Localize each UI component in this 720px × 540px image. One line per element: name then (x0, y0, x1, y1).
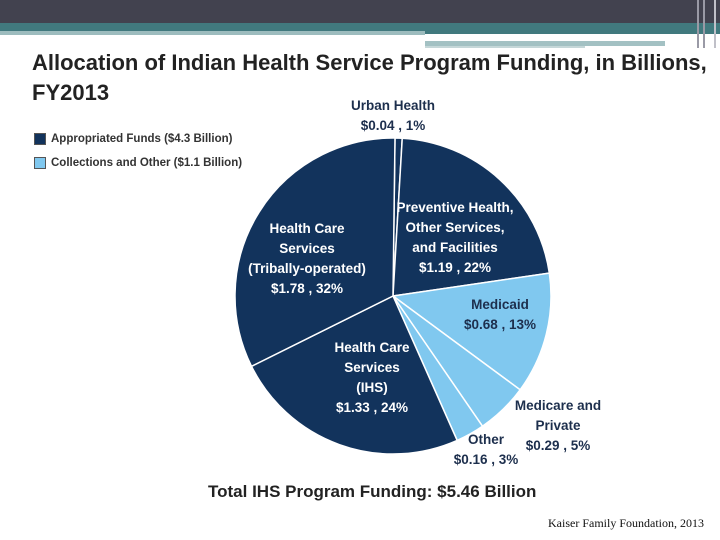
pie-slice (391, 272, 552, 391)
source-citation: Kaiser Family Foundation, 2013 (548, 516, 704, 530)
header-bar (0, 0, 720, 23)
header-stripe (425, 46, 585, 48)
label-tribal: Health Care Services (Tribally-operated)… (248, 221, 366, 296)
header-stripe (425, 41, 665, 46)
legend-item: Collections and Other ($1.1 Billion) (34, 157, 242, 169)
label-medicaid: Medicaid $0.68 , 13% (463, 297, 537, 332)
pie-slice (234, 137, 396, 368)
chart-title: Allocation of Indian Health Service Prog… (32, 50, 707, 105)
label-medicare: Medicare and Private $0.29 , 5% (514, 398, 602, 453)
header-accent-bar (0, 23, 720, 34)
legend-swatch (34, 157, 46, 169)
legend-label: Appropriated Funds ($4.3 Billion) (51, 133, 233, 145)
divider (703, 0, 705, 48)
label-other: Other $0.16 , 3% (453, 432, 519, 467)
label-ihs: Health Care Services (IHS) $1.33 , 24% (334, 340, 410, 415)
pie-slice (250, 294, 459, 455)
label-preventive: Preventive Health, Other Services, and F… (396, 200, 514, 275)
header-stripe (0, 31, 425, 35)
legend-swatch (34, 133, 46, 145)
divider (714, 0, 716, 48)
legend-label: Collections and Other ($1.1 Billion) (51, 157, 243, 169)
legend-item: Appropriated Funds ($4.3 Billion) (34, 133, 232, 145)
label-urban: Urban Health $0.04 , 1% (350, 98, 435, 133)
total-funding: Total IHS Program Funding: $5.46 Billion (208, 482, 537, 501)
divider (697, 0, 699, 48)
pie-slice (392, 137, 551, 297)
